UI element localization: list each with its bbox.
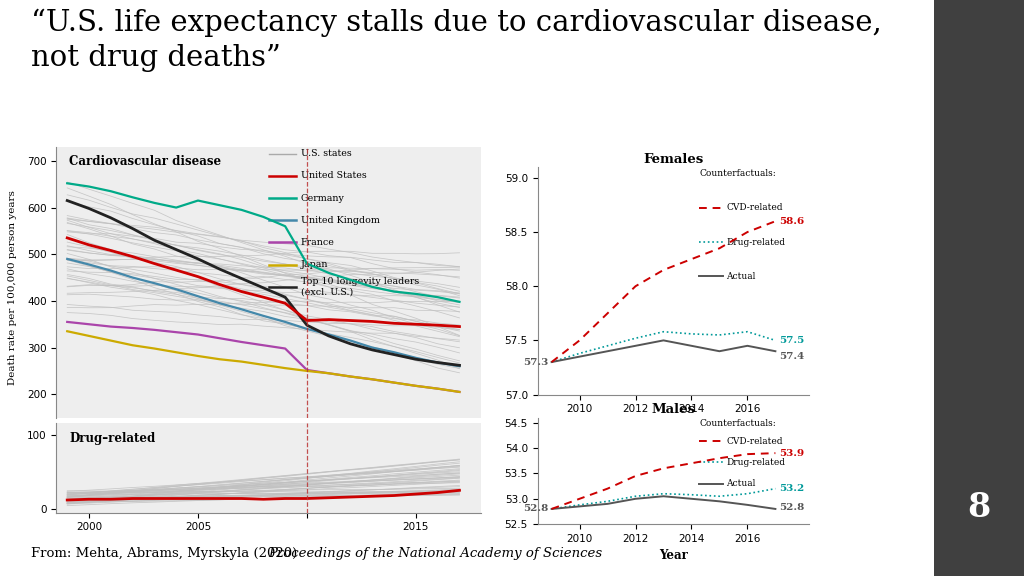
- Text: U.S. states: U.S. states: [301, 149, 351, 158]
- Title: Males: Males: [651, 403, 695, 416]
- Text: 58.6: 58.6: [779, 217, 805, 226]
- Text: 57.4: 57.4: [779, 352, 805, 361]
- Text: Actual: Actual: [726, 479, 756, 488]
- Title: Females: Females: [643, 153, 703, 166]
- Text: Drug-related: Drug-related: [726, 238, 785, 247]
- Text: United States: United States: [301, 171, 367, 180]
- Text: Cardiovascular disease: Cardiovascular disease: [69, 155, 221, 168]
- Text: Death rate per 100,000 person years: Death rate per 100,000 person years: [8, 191, 17, 385]
- Text: Top 10 longevity leaders
(excl. U.S.): Top 10 longevity leaders (excl. U.S.): [301, 277, 419, 297]
- X-axis label: Year: Year: [658, 550, 688, 562]
- Text: France: France: [301, 238, 335, 247]
- Text: Actual: Actual: [726, 272, 756, 281]
- Text: Drug–related: Drug–related: [69, 432, 156, 445]
- Text: 52.8: 52.8: [523, 505, 549, 513]
- Text: CVD-related: CVD-related: [726, 437, 782, 446]
- Text: Germany: Germany: [301, 194, 344, 203]
- Text: United Kingdom: United Kingdom: [301, 216, 380, 225]
- Text: Japan: Japan: [301, 260, 328, 269]
- Text: 57.5: 57.5: [779, 336, 805, 345]
- Text: CVD-related: CVD-related: [726, 203, 782, 213]
- Text: Proceedings of the National Academy of Sciences: Proceedings of the National Academy of S…: [268, 547, 602, 560]
- Text: Drug-related: Drug-related: [726, 458, 785, 467]
- Text: Counterfactuals:: Counterfactuals:: [699, 419, 776, 427]
- Text: 53.2: 53.2: [779, 484, 805, 493]
- Text: 57.3: 57.3: [523, 358, 549, 366]
- Text: From: Mehta, Abrams, Myrskyla (2020): From: Mehta, Abrams, Myrskyla (2020): [31, 547, 301, 560]
- Text: “U.S. life expectancy stalls due to cardiovascular disease,
not drug deaths”: “U.S. life expectancy stalls due to card…: [31, 9, 882, 71]
- Text: 8: 8: [968, 491, 990, 524]
- Text: 53.9: 53.9: [779, 449, 805, 457]
- Text: 52.8: 52.8: [779, 503, 805, 513]
- Text: Counterfactuals:: Counterfactuals:: [699, 169, 776, 179]
